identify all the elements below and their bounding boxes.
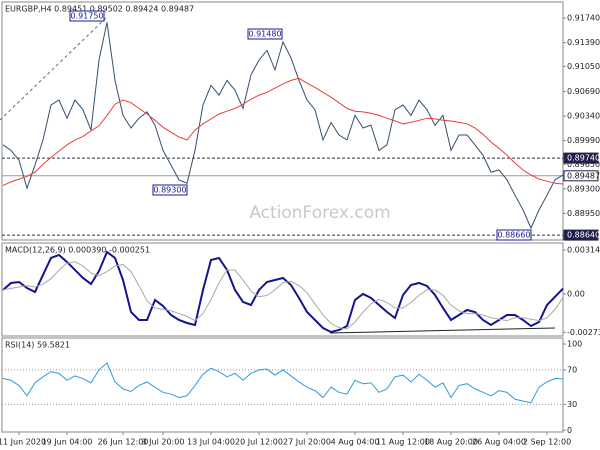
price-marker-box xyxy=(563,170,599,182)
price-marker-label: 0.89487 xyxy=(567,171,600,180)
x-tick-label: 26 Aug 04:00 xyxy=(472,438,526,447)
x-tick-label: 19 Jun 04:00 xyxy=(42,438,93,447)
annotation-box xyxy=(152,184,188,196)
annotation: 0.91750 xyxy=(70,12,103,21)
y-tick-label: -0.002737 xyxy=(567,328,600,337)
pane-title: RSI(14) 59.5821 xyxy=(5,341,70,350)
price-pane xyxy=(1,1,564,241)
macd-trend-line xyxy=(329,327,556,334)
x-tick-label: 11 Aug 12:00 xyxy=(376,438,430,447)
y-tick-label: 0.89300 xyxy=(567,184,600,193)
y-tick-label: 0.91050 xyxy=(567,62,600,71)
x-tick-label: 11 Jun 2020 xyxy=(0,438,46,447)
series-line xyxy=(2,261,564,330)
x-tick-label: 20 Jul 12:00 xyxy=(235,438,283,447)
y-tick-label: 30 xyxy=(567,400,577,409)
y-tick-label: 70 xyxy=(567,365,577,374)
y-tick-label: 100 xyxy=(567,340,582,349)
trend-line xyxy=(0,15,109,121)
y-tick-label: 0.89650 xyxy=(567,160,600,169)
x-tick-label: 2 Sep 12:00 xyxy=(523,438,571,447)
y-tick-label: 0 xyxy=(567,426,572,435)
x-tick-label: 18 Aug 20:00 xyxy=(424,438,478,447)
x-tick-label: 4 Aug 04:00 xyxy=(331,438,380,447)
x-tick-label: 27 Jul 20:00 xyxy=(283,438,331,447)
price-marker-box xyxy=(563,152,599,164)
watermark: ActionForex.com xyxy=(249,203,390,223)
y-tick-label: 0.003143 xyxy=(567,245,600,254)
annotation-box xyxy=(247,28,283,40)
x-tick-label: 3 Jul 20:00 xyxy=(142,438,185,447)
annotation-box xyxy=(69,10,105,22)
series-line xyxy=(2,362,564,404)
x-tick-label: 13 Jul 04:00 xyxy=(187,438,235,447)
series-line xyxy=(2,77,564,186)
y-tick-label: 0.00 xyxy=(567,289,585,298)
x-tick-label: 26 Jun 12:00 xyxy=(98,438,149,447)
annotation: 0.89300 xyxy=(153,186,186,195)
annotation: 0.88660 xyxy=(497,231,530,240)
price-marker-box xyxy=(563,229,599,241)
annotation-box xyxy=(496,229,532,241)
pane-title: MACD(12,26,9) 0.000390 -0.000251 xyxy=(5,246,150,255)
series-line xyxy=(2,22,564,230)
y-tick-label: 0.90340 xyxy=(567,112,600,121)
y-tick-label: 0.91390 xyxy=(567,38,600,47)
price-marker-label: 0.88640 xyxy=(567,231,600,240)
annotation: 0.91480 xyxy=(248,30,281,39)
y-tick-label: 0.89990 xyxy=(567,136,600,145)
rsi-pane xyxy=(1,337,564,433)
y-tick-label: 0.91740 xyxy=(567,14,600,23)
pane-title: EURGBP,H4 0.89451 0.89502 0.89424 0.8948… xyxy=(5,5,194,14)
y-tick-label: 0.88950 xyxy=(567,209,600,218)
price-marker-label: 0.89740 xyxy=(567,154,600,163)
y-tick-label: 0.90690 xyxy=(567,87,600,96)
